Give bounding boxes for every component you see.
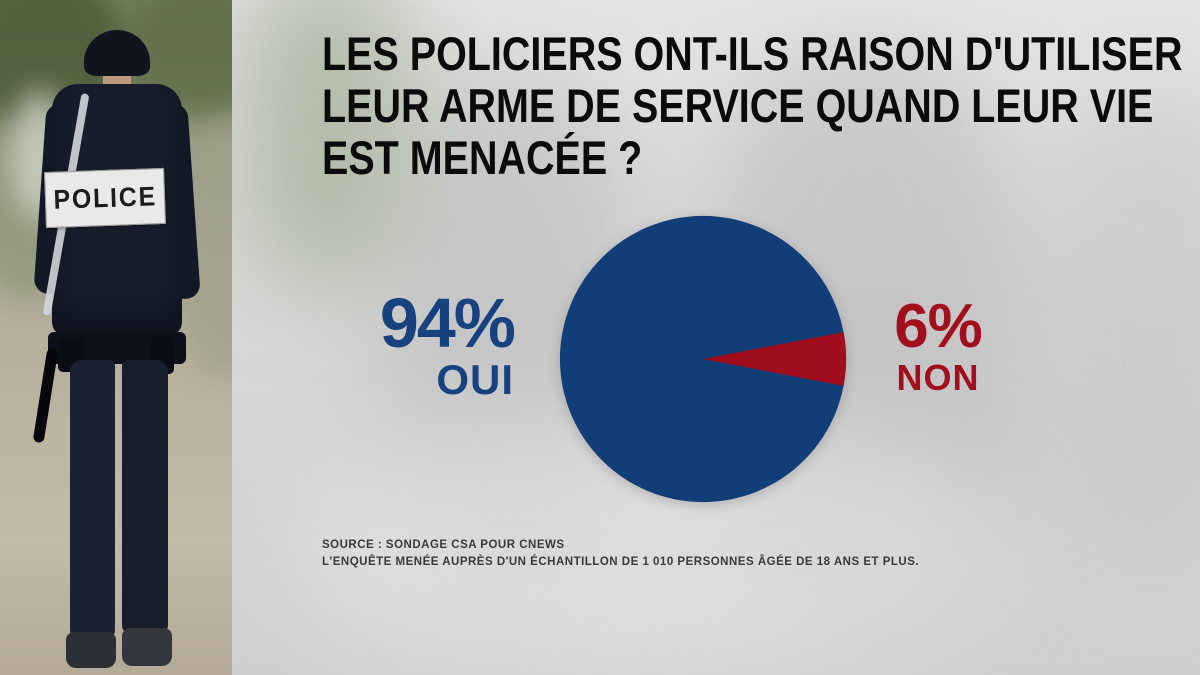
title-line-2: LEUR ARME DE SERVICE QUAND LEUR VIE: [322, 79, 1154, 132]
poll-pie-chart: [556, 212, 850, 506]
oui-percent: 94%: [379, 284, 516, 362]
blur-background-shape: [1040, 90, 1200, 560]
source-line-1: SOURCE : SONDAGE CSA POUR CNEWS: [322, 539, 565, 551]
non-percent: 6%: [894, 292, 983, 361]
officer-cap: [84, 30, 150, 76]
source-line-2: L'ENQUÊTE MENÉE AUPRÈS D'UN ÉCHANTILLON …: [322, 556, 920, 568]
oui-label: OUI: [436, 356, 514, 403]
poll-question-title: LES POLICIERS ONT-ILS RAISON D'UTILISER …: [322, 28, 1182, 184]
police-patch-label: POLICE: [52, 180, 158, 215]
officer-boot: [66, 632, 116, 668]
non-label: NON: [896, 357, 980, 398]
officer-leg: [122, 360, 168, 635]
source-note: SOURCE : SONDAGE CSA POUR CNEWS L'ENQUÊT…: [322, 537, 919, 571]
pie-svg: [559, 215, 847, 503]
police-photo: POLICE: [0, 0, 232, 675]
officer-silhouette: POLICE: [0, 0, 232, 675]
officer-boot: [122, 628, 172, 666]
blur-background-shape: [235, 0, 415, 290]
officer-leg: [70, 360, 115, 640]
baton: [32, 347, 59, 444]
title-line-3: EST MENACÉE ?: [322, 131, 643, 184]
result-oui: 94% OUI: [322, 284, 516, 403]
title-line-1: LES POLICIERS ONT-ILS RAISON D'UTILISER: [322, 27, 1183, 80]
result-non: 6% NON: [872, 296, 1004, 398]
police-patch: POLICE: [44, 167, 166, 229]
